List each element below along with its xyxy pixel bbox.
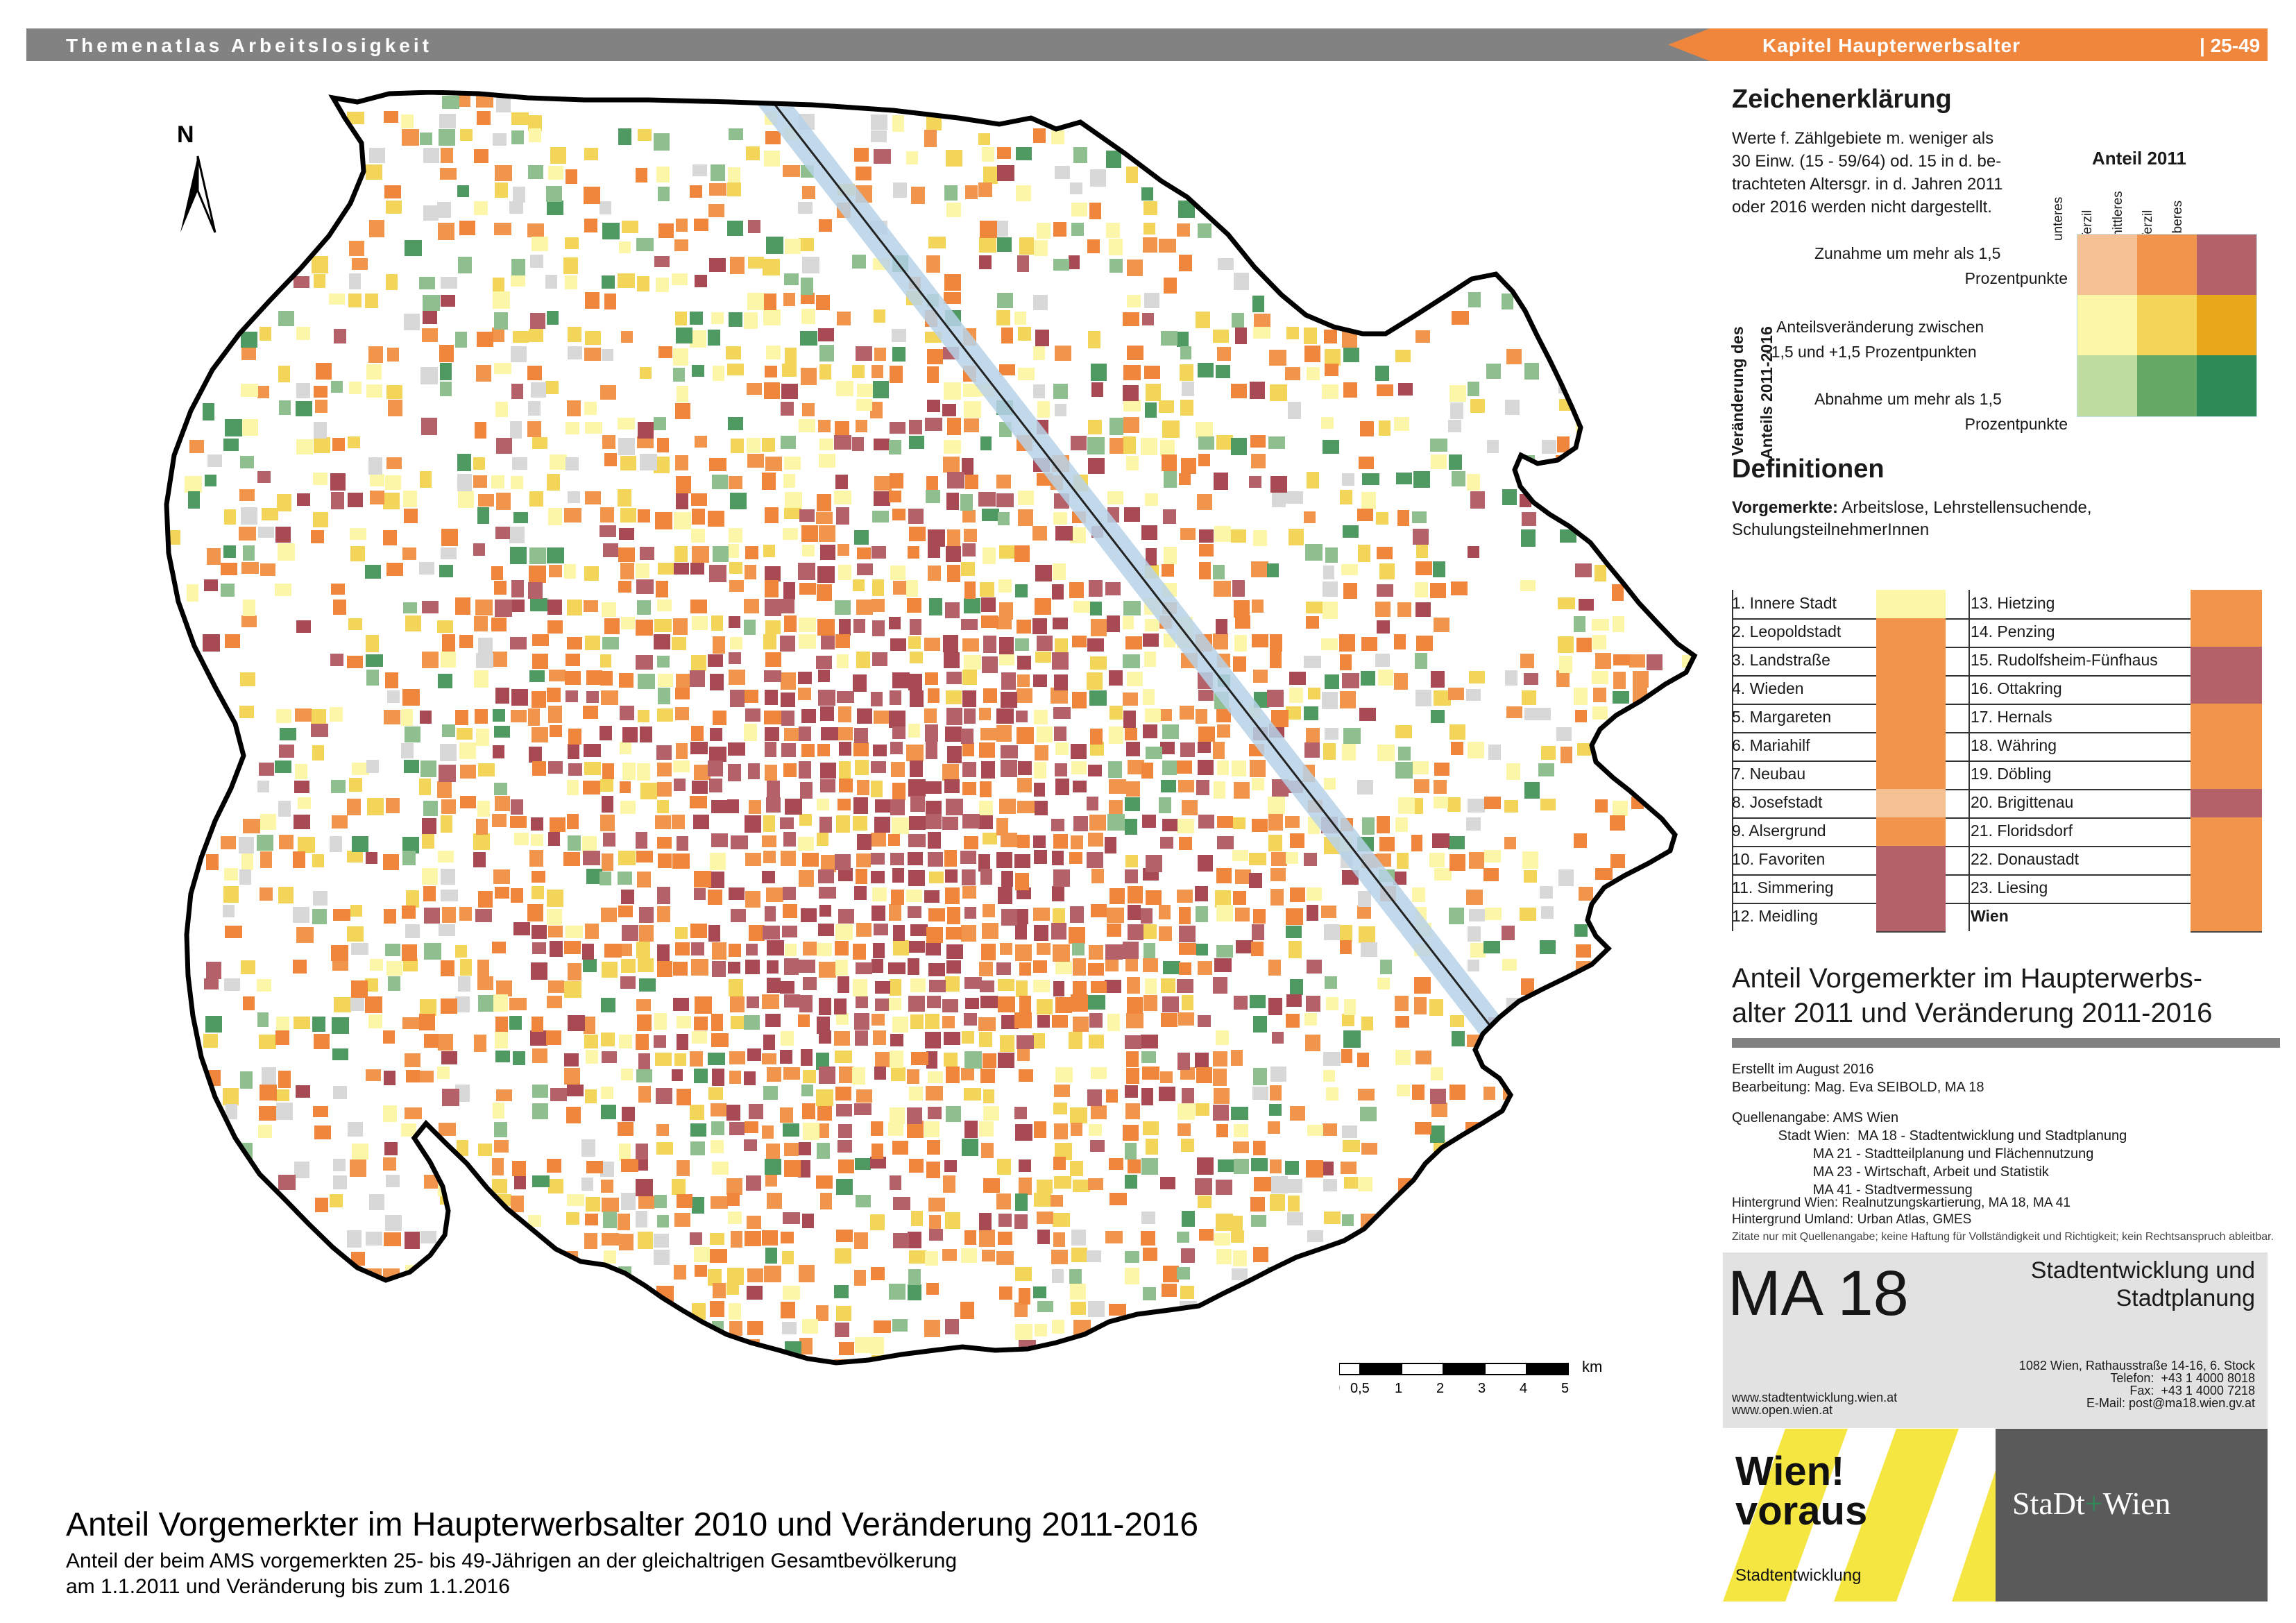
svg-text:3: 3 (1478, 1381, 1486, 1396)
svg-text:5: 5 (1561, 1381, 1569, 1396)
svg-text:4: 4 (1520, 1381, 1527, 1396)
svg-text:0,5: 0,5 (1350, 1381, 1370, 1396)
svg-text:N: N (177, 121, 194, 148)
svg-text:km: km (1582, 1358, 1602, 1375)
svg-text:1: 1 (1395, 1381, 1402, 1396)
svg-text:2: 2 (1436, 1381, 1444, 1396)
svg-text:0: 0 (1339, 1381, 1340, 1396)
